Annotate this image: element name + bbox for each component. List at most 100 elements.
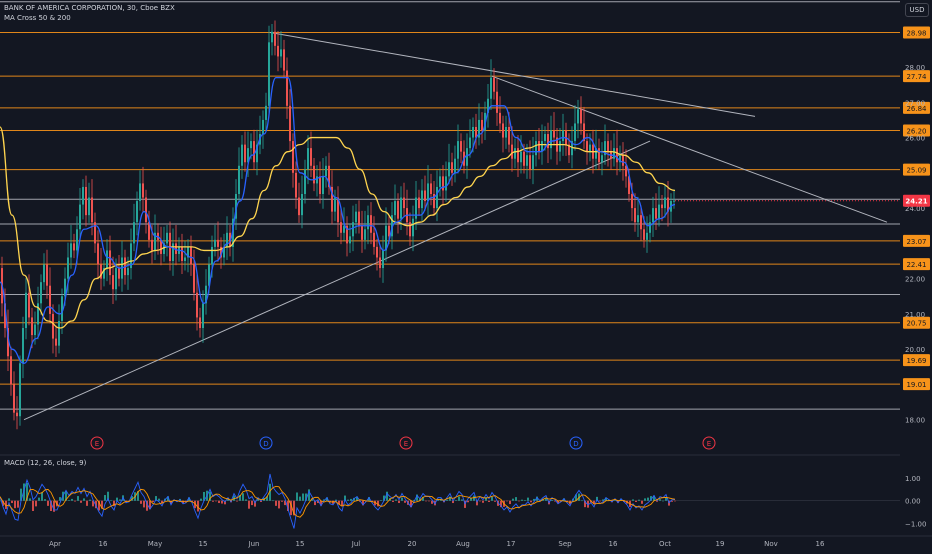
price-candle-body xyxy=(640,215,642,230)
time-axis-label: 19 xyxy=(716,540,725,548)
macd-histogram-bar xyxy=(74,500,76,502)
price-candle-body xyxy=(493,77,495,92)
macd-histogram-bar xyxy=(110,500,112,502)
level-price-tag xyxy=(903,101,930,114)
macd-histogram-bar xyxy=(641,500,643,504)
price-candle-body xyxy=(148,222,150,240)
price-candle-body xyxy=(517,148,519,163)
macd-histogram-bar xyxy=(584,500,586,508)
macd-histogram-bar xyxy=(404,500,406,503)
macd-histogram-bar xyxy=(311,498,313,501)
price-candle-body xyxy=(385,225,387,251)
price-candle-body xyxy=(529,155,531,170)
event-marker-label: D xyxy=(263,440,268,448)
macd-histogram-bar xyxy=(233,495,235,501)
macd-histogram-bar xyxy=(137,491,139,501)
macd-histogram-bar xyxy=(395,499,397,501)
macd-histogram-bar xyxy=(473,495,475,501)
macd-signal-line xyxy=(0,485,676,518)
price-candle-body xyxy=(574,123,576,142)
macd-title[interactable]: MACD (12, 26, close, 9) xyxy=(4,459,87,467)
trendline[interactable] xyxy=(23,140,651,421)
price-candle-body xyxy=(376,246,378,258)
price-candle-body xyxy=(475,126,477,138)
macd-histogram-bar xyxy=(140,500,142,504)
macd-histogram-bar xyxy=(302,493,304,501)
currency-badge[interactable]: USD xyxy=(905,3,929,17)
price-axis[interactable]: 28.98 27.74 26.84 26.20 25.09 23.07 22.41 20.75… xyxy=(900,0,932,529)
indicator-title[interactable]: MA Cross 50 & 200 xyxy=(4,14,71,22)
price-candle-body xyxy=(112,275,114,290)
price-candle-body xyxy=(307,148,309,170)
price-candle-body xyxy=(337,197,339,223)
macd-histogram-bar xyxy=(446,499,448,501)
earnings-marker[interactable] xyxy=(90,436,104,450)
symbol-title[interactable]: BANK OF AMERICA CORPORATION, 30, Cboe BZ… xyxy=(4,4,175,12)
price-candle-body xyxy=(334,197,336,212)
price-candle-body xyxy=(127,268,129,276)
dividend-marker[interactable] xyxy=(259,436,273,450)
earnings-marker[interactable] xyxy=(399,436,413,450)
time-axis[interactable]: Apr 16 May 15 Jun 15 Jul 20 Aug 17 Sep 16 Oct 19 Nov 16 xyxy=(0,535,932,548)
macd-histogram-bar xyxy=(500,500,502,508)
macd-histogram-bar xyxy=(461,499,463,501)
price-candle-body xyxy=(454,158,456,173)
macd-histogram-bar xyxy=(320,500,322,506)
y-tick-label: 21.00 xyxy=(905,311,925,319)
price-candle-body xyxy=(133,222,135,244)
macd-histogram-bar xyxy=(2,500,4,506)
trendline[interactable] xyxy=(491,75,888,223)
price-candle-body xyxy=(667,197,669,212)
macd-histogram-bar xyxy=(281,500,283,502)
macd-histogram-bar xyxy=(413,499,415,501)
price-candle-body xyxy=(13,384,15,413)
macd-histogram-bar xyxy=(419,498,421,501)
price-candle-body xyxy=(238,165,240,194)
price-candle-body xyxy=(457,141,459,159)
price-candle-body xyxy=(430,183,432,194)
macd-histogram-bar xyxy=(299,496,301,501)
macd-histogram-bar xyxy=(203,491,205,501)
price-candle-body xyxy=(448,162,450,177)
macd-histogram-bar xyxy=(530,500,532,503)
dividend-marker[interactable] xyxy=(569,436,583,450)
trendline[interactable] xyxy=(269,31,756,117)
price-candle-body xyxy=(511,144,513,159)
macd-histogram-bar xyxy=(32,500,34,511)
macd-histogram-bar xyxy=(476,500,478,506)
price-candle-body xyxy=(226,232,228,247)
macd-histogram-bar xyxy=(167,496,169,501)
macd-histogram-bar xyxy=(0,500,1,502)
price-candle-body xyxy=(658,204,660,219)
current-price-label: 24.21 xyxy=(905,198,927,206)
price-candle-body xyxy=(559,141,561,152)
macd-histogram-bar xyxy=(38,497,40,501)
price-candle-body xyxy=(100,264,102,279)
earnings-marker[interactable] xyxy=(702,436,716,450)
macd-histogram-bar xyxy=(479,500,481,502)
price-candle-body xyxy=(583,123,585,142)
price-candle-body xyxy=(394,201,396,216)
macd-histogram-bar xyxy=(86,500,88,506)
price-candle-body xyxy=(541,141,543,152)
macd-histogram-bar xyxy=(11,500,13,504)
price-candle-body xyxy=(205,285,207,304)
price-candle-body xyxy=(52,313,54,339)
macd-histogram-bar xyxy=(332,500,334,504)
level-price-tag xyxy=(903,26,930,39)
price-candle-body xyxy=(16,412,18,417)
price-candle-body xyxy=(523,151,525,166)
macd-histogram-bar xyxy=(638,499,640,501)
trendlines-layer[interactable] xyxy=(23,31,888,421)
time-axis-label: 20 xyxy=(408,540,417,548)
price-candle-body xyxy=(196,292,198,318)
macd-histogram-bar xyxy=(422,496,424,501)
price-candle-body xyxy=(586,141,588,152)
macd-histogram-bar xyxy=(41,492,43,501)
chart-header: BANK OF AMERICA CORPORATION, 30, Cboe BZ… xyxy=(4,3,175,23)
macd-histogram-bar xyxy=(527,497,529,501)
macd-line xyxy=(0,473,676,529)
